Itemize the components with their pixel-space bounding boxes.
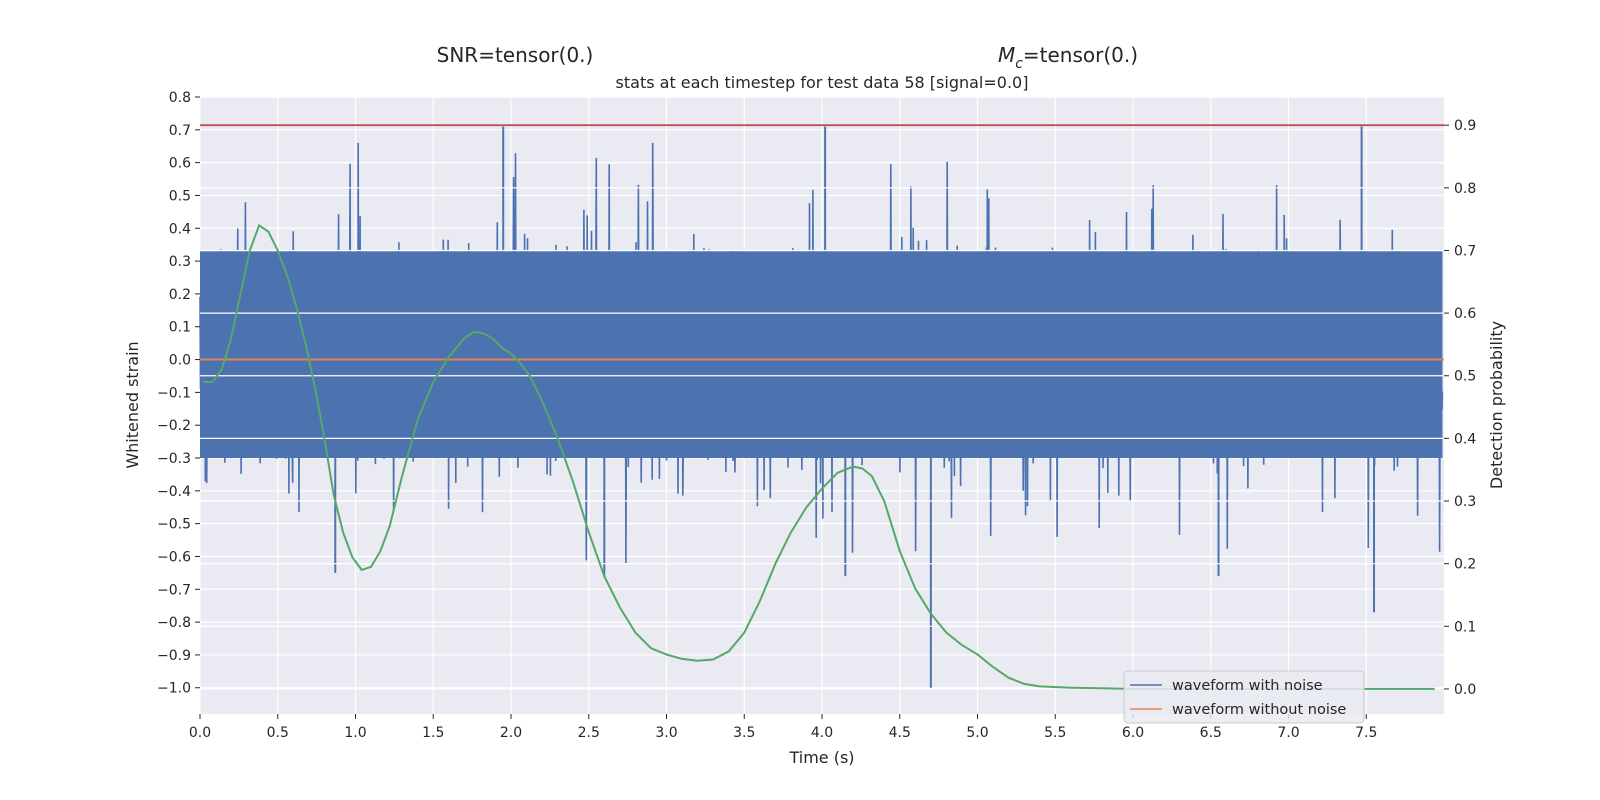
y2-tick-label: 0.7	[1454, 243, 1476, 259]
y2-tick-label: 0.8	[1454, 181, 1476, 197]
y2-tick-label: 0.3	[1454, 494, 1476, 510]
x-tick-label: 6.0	[1122, 725, 1144, 741]
x-tick-label: 7.5	[1355, 725, 1377, 741]
tick-labels: 0.0 0.5 1.0 1.5 2.0 2.5 3.0 3.5 4.0 4.5 5.0 5.5 6.0 6…	[157, 90, 1476, 741]
x-tick-label: 7.0	[1277, 725, 1299, 741]
y2-tick-label: 0.2	[1454, 557, 1476, 573]
mc-symbol: M	[998, 43, 1015, 67]
x-tick-label: 2.0	[500, 725, 522, 741]
mc-subscript: c	[1015, 56, 1023, 72]
y-tick-label: −0.4	[157, 484, 191, 500]
x-tick-label: 5.0	[966, 725, 988, 741]
series-lines	[200, 124, 1444, 690]
y-tick-label: 0.6	[169, 156, 191, 172]
legend-label-noise: waveform with noise	[1172, 678, 1323, 694]
y-tick-label: −0.5	[157, 517, 191, 533]
noise-dense-band	[200, 251, 1443, 459]
x-tick-label: 0.0	[189, 725, 211, 741]
y-tick-label: 0.3	[169, 254, 191, 270]
legend-box	[1123, 670, 1365, 724]
x-tick-label: 1.5	[422, 725, 444, 741]
y2-axis-label: Detection probability	[1487, 321, 1506, 489]
detection-probability-line	[203, 223, 1435, 690]
x-tick-label: 3.5	[733, 725, 755, 741]
x-tick-label: 4.0	[811, 725, 833, 741]
y-tick-label: −0.2	[157, 418, 191, 434]
y2-tick-label: 0.6	[1454, 306, 1476, 322]
x-tick-label: 3.0	[655, 725, 677, 741]
y2-tick-label: 0.4	[1454, 431, 1476, 447]
chart-title: stats at each timestep for test data 58 …	[616, 73, 1029, 92]
legend: waveform with noise waveform without noi…	[1123, 670, 1365, 724]
x-tick-label: 0.5	[267, 725, 289, 741]
y-tick-label: 0.1	[169, 320, 191, 336]
mc-rest: =tensor(0.)	[1023, 43, 1138, 67]
y-tick-label: −0.8	[157, 615, 191, 631]
y2-tick-label: 0.5	[1454, 369, 1476, 385]
x-tick-label: 1.0	[344, 725, 366, 741]
y-tick-label: 0.8	[169, 90, 191, 106]
y-tick-label: −0.1	[157, 385, 191, 401]
snr-title: SNR=tensor(0.)	[437, 43, 594, 67]
y-tick-label: 0.0	[169, 353, 191, 369]
x-tick-label: 6.5	[1200, 725, 1222, 741]
y-tick-label: 0.4	[169, 221, 191, 237]
y2-tick-label: 0.9	[1454, 118, 1476, 134]
y-tick-label: −1.0	[157, 681, 191, 697]
x-tick-label: 5.5	[1044, 725, 1066, 741]
legend-label-clean: waveform without noise	[1172, 702, 1346, 718]
series-waveform-with-noise	[199, 124, 1444, 690]
y-tick-label: −0.3	[157, 451, 191, 467]
y-tick-label: −0.6	[157, 549, 191, 565]
y-tick-label: 0.2	[169, 287, 191, 303]
y-axis-label: Whitened strain	[123, 341, 142, 468]
y2-tick-label: 0.1	[1454, 619, 1476, 635]
mc-title: Mc=tensor(0.)	[998, 43, 1138, 72]
y-tick-label: 0.5	[169, 188, 191, 204]
y-tick-label: 0.7	[169, 123, 191, 139]
y-tick-label: −0.9	[157, 648, 191, 664]
y2-tick-label: 0.0	[1454, 682, 1476, 698]
x-tick-label: 2.5	[578, 725, 600, 741]
x-axis-label: Time (s)	[788, 748, 854, 767]
y-tick-label: −0.7	[157, 582, 191, 598]
x-tick-label: 4.5	[889, 725, 911, 741]
